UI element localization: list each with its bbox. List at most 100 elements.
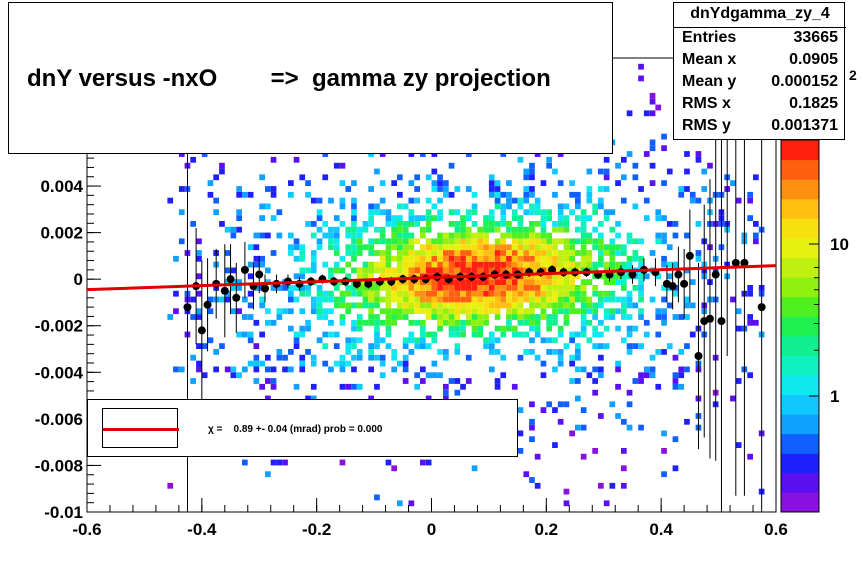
heatmap-cell bbox=[615, 261, 621, 268]
heatmap-cell bbox=[379, 337, 386, 344]
x-tick-label: -0.4 bbox=[187, 520, 217, 539]
heatmap-cell bbox=[253, 360, 260, 367]
heatmap-cell bbox=[397, 215, 403, 221]
heatmap-cell bbox=[661, 296, 667, 303]
heatmap-cell bbox=[632, 302, 639, 309]
heatmap-cell bbox=[506, 302, 512, 309]
heatmap-cell bbox=[465, 215, 472, 221]
heatmap-cell bbox=[506, 285, 512, 291]
heatmap-cell bbox=[465, 238, 472, 245]
heatmap-cell bbox=[569, 290, 575, 297]
heatmap-cell bbox=[557, 221, 564, 227]
heatmap-cell bbox=[483, 290, 489, 297]
heatmap-cell bbox=[638, 296, 644, 303]
heatmap-cell bbox=[437, 285, 443, 291]
heatmap-cell bbox=[460, 232, 466, 239]
heatmap-cell bbox=[753, 319, 759, 326]
heatmap-cell bbox=[339, 290, 346, 297]
heatmap-cell bbox=[540, 250, 547, 256]
heatmap-cell bbox=[488, 349, 495, 355]
heatmap-cell bbox=[402, 343, 409, 349]
heatmap-cell bbox=[322, 261, 329, 268]
heatmap-cell bbox=[557, 302, 564, 309]
heatmap-cell bbox=[517, 197, 524, 204]
heatmap-cells bbox=[167, 58, 765, 507]
heatmap-cell bbox=[454, 302, 461, 309]
heatmap-cell bbox=[575, 273, 581, 280]
heatmap-cell bbox=[190, 314, 196, 320]
heatmap-cell bbox=[500, 244, 507, 251]
heatmap-cell bbox=[615, 279, 621, 285]
heatmap-cell bbox=[540, 226, 547, 233]
heatmap-cell bbox=[621, 273, 627, 280]
heatmap-cell bbox=[305, 180, 311, 186]
heatmap-cell bbox=[506, 325, 512, 332]
color-scale-bin bbox=[781, 355, 819, 376]
heatmap-cell bbox=[649, 296, 656, 303]
heatmap-cell bbox=[414, 308, 420, 315]
heatmap-cell bbox=[402, 308, 409, 315]
heatmap-cell bbox=[511, 261, 518, 268]
heatmap-cell bbox=[379, 308, 386, 315]
heatmap-cell bbox=[552, 442, 558, 448]
heatmap-cell bbox=[316, 337, 323, 344]
heatmap-cell bbox=[293, 343, 300, 349]
heatmap-cell bbox=[328, 238, 334, 245]
heatmap-cell bbox=[649, 92, 656, 99]
heatmap-cell bbox=[471, 279, 478, 285]
heatmap-cell bbox=[465, 186, 472, 192]
heatmap-cell bbox=[488, 226, 495, 233]
heatmap-cell bbox=[443, 285, 449, 291]
heatmap-cell bbox=[247, 273, 254, 280]
heatmap-cell bbox=[598, 203, 604, 210]
heatmap-cell bbox=[397, 296, 403, 303]
color-scale-bin bbox=[781, 277, 819, 298]
heatmap-cell bbox=[207, 180, 214, 186]
heatmap-cell bbox=[414, 215, 420, 221]
x-tick-label: -0.2 bbox=[302, 520, 331, 539]
heatmap-cell bbox=[310, 395, 317, 402]
heatmap-cell bbox=[448, 255, 455, 262]
heatmap-cell bbox=[178, 151, 185, 157]
heatmap-cell bbox=[546, 261, 552, 268]
heatmap-cell bbox=[293, 244, 300, 251]
heatmap-cell bbox=[310, 308, 317, 315]
heatmap-cell bbox=[253, 255, 260, 262]
heatmap-cell bbox=[391, 273, 397, 280]
heatmap-cell bbox=[402, 244, 409, 251]
heatmap-cell bbox=[517, 319, 524, 326]
heatmap-cell bbox=[437, 261, 443, 268]
heatmap-cell bbox=[592, 378, 598, 384]
heatmap-cell bbox=[454, 279, 461, 285]
heatmap-cell bbox=[460, 221, 466, 227]
heatmap-cell bbox=[488, 215, 495, 221]
heatmap-cell bbox=[500, 285, 507, 291]
heatmap-cell bbox=[385, 459, 392, 466]
heatmap-cell bbox=[626, 389, 633, 396]
heatmap-cell bbox=[655, 104, 662, 111]
heatmap-cell bbox=[282, 308, 288, 315]
heatmap-cell bbox=[494, 302, 501, 309]
heatmap-cell bbox=[552, 314, 558, 320]
z-tick-label: 1 bbox=[830, 387, 839, 406]
heatmap-cell bbox=[345, 337, 352, 344]
heatmap-cell bbox=[288, 308, 294, 315]
heatmap-cell bbox=[684, 151, 690, 157]
heatmap-cell bbox=[666, 261, 673, 268]
heatmap-cell bbox=[753, 221, 759, 227]
heatmap-cell bbox=[563, 203, 570, 210]
heatmap-cell bbox=[511, 250, 518, 256]
heatmap-cell bbox=[500, 232, 507, 239]
heatmap-cell bbox=[414, 267, 420, 274]
heatmap-cell bbox=[632, 203, 639, 210]
heatmap-cell bbox=[592, 226, 598, 233]
heatmap-cell bbox=[546, 401, 552, 408]
heatmap-cell bbox=[494, 308, 501, 315]
heatmap-cell bbox=[443, 389, 449, 396]
heatmap-cell bbox=[374, 226, 380, 233]
heatmap-cell bbox=[546, 244, 552, 251]
heatmap-cell bbox=[592, 343, 598, 349]
heatmap-cell bbox=[465, 302, 472, 309]
heatmap-cell bbox=[684, 343, 690, 349]
heatmap-cell bbox=[529, 325, 535, 332]
